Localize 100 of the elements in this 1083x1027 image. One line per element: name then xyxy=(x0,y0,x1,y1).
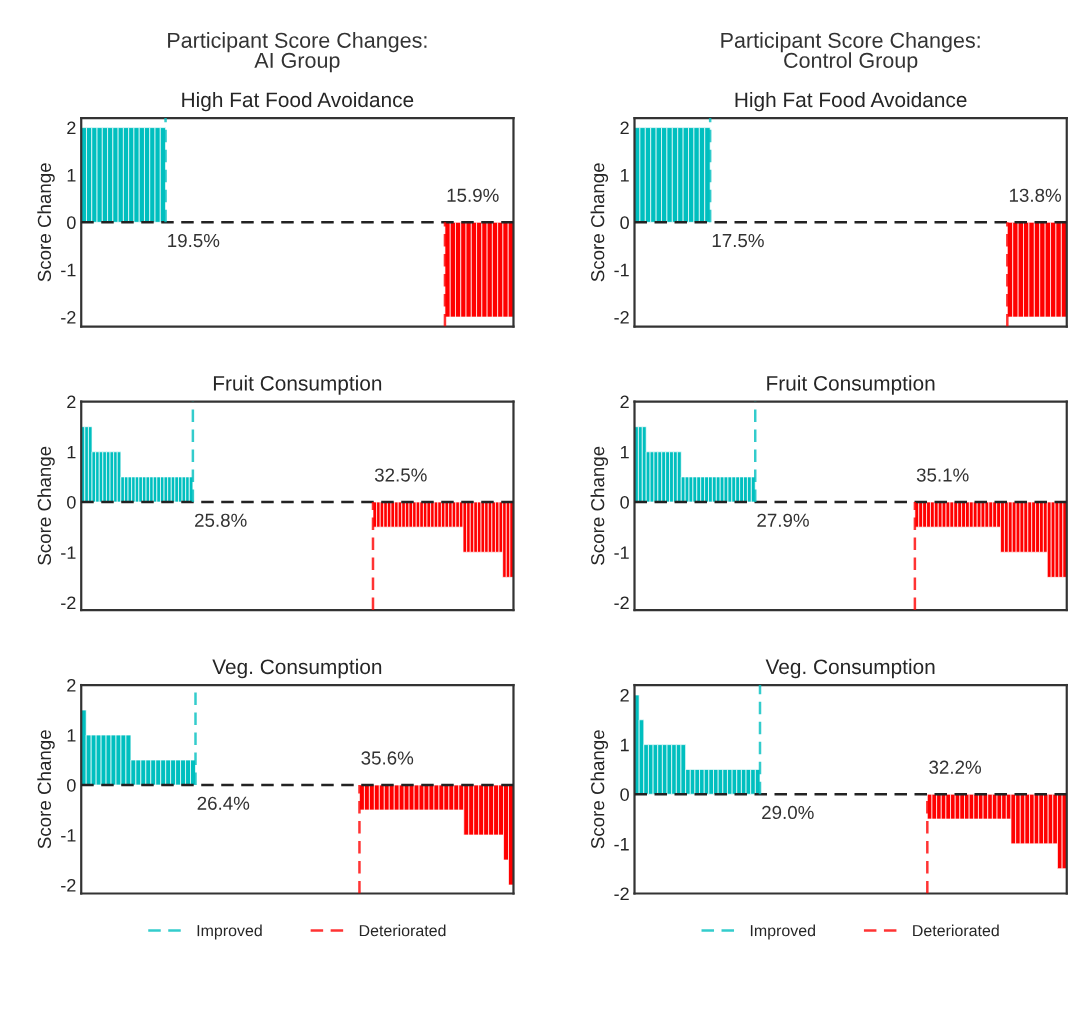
bar xyxy=(931,793,937,820)
y-tick-label: 0 xyxy=(620,495,629,509)
bar xyxy=(491,501,496,553)
bar xyxy=(727,476,733,503)
y-tick-label: -2 xyxy=(61,596,76,610)
bar xyxy=(174,476,179,503)
y-tick-label: -1 xyxy=(61,263,76,277)
bar xyxy=(412,501,417,528)
y-axis-title: Score Change xyxy=(37,446,55,565)
bar xyxy=(708,769,714,795)
y-tick-label: 0 xyxy=(67,495,76,509)
bar xyxy=(973,793,979,820)
chart-title: Fruit Consumption xyxy=(213,375,382,395)
y-tick-label: 1 xyxy=(620,738,629,752)
bar xyxy=(401,501,406,528)
bar xyxy=(949,501,955,528)
bar xyxy=(1024,793,1030,845)
bar xyxy=(731,476,737,503)
legend-label: Deteriorated xyxy=(913,924,999,937)
y-tick-label: -1 xyxy=(614,263,629,277)
bar xyxy=(694,769,700,795)
annotation: 35.1% xyxy=(916,468,969,482)
bar xyxy=(988,501,994,528)
bar xyxy=(145,476,151,503)
bar xyxy=(680,744,686,795)
y-tick-label: -2 xyxy=(61,311,76,324)
bar xyxy=(666,744,673,795)
legend-label: Improved xyxy=(197,924,262,940)
y-tick-label: -2 xyxy=(614,311,629,324)
chart-title: Veg. Consumption xyxy=(765,658,935,679)
annotation: 25.8% xyxy=(195,513,247,527)
annotation: 29.0% xyxy=(762,805,814,820)
bar xyxy=(149,476,154,503)
y-tick-label: 2 xyxy=(67,678,76,692)
y-axis-title: Score Change xyxy=(590,163,609,282)
bar xyxy=(156,476,161,503)
bar xyxy=(430,501,435,528)
bar xyxy=(712,476,717,503)
y-tick-label: 1 xyxy=(67,445,76,459)
bar xyxy=(747,476,752,503)
bar xyxy=(996,793,1003,820)
bar xyxy=(745,769,752,795)
bar xyxy=(484,501,489,553)
bar xyxy=(376,501,381,528)
bar xyxy=(731,769,738,795)
y-tick-label: 2 xyxy=(620,121,629,135)
chart-title: Participant Score Changes: AI Group xyxy=(168,32,427,73)
y-tick-label: 0 xyxy=(67,216,76,230)
y-tick-label: 1 xyxy=(67,169,76,182)
annotation: 32.5% xyxy=(374,468,427,482)
bar xyxy=(383,501,388,528)
annotation: 32.2% xyxy=(929,760,982,774)
y-axis-title: Score Change xyxy=(590,730,609,849)
bar xyxy=(1061,793,1067,870)
y-tick-label: 2 xyxy=(67,395,76,409)
y-tick-label: -2 xyxy=(614,596,629,610)
bar xyxy=(138,476,143,503)
chart-subtitle: High Fat Food Avoidance xyxy=(182,91,414,112)
bar xyxy=(473,501,478,553)
y-tick-label: -2 xyxy=(614,887,629,901)
legend-label: Deteriorated xyxy=(359,924,446,937)
bar xyxy=(466,501,471,553)
y-tick-label: -1 xyxy=(61,546,76,559)
bar xyxy=(692,476,698,503)
bar xyxy=(181,476,187,503)
bar xyxy=(969,501,974,528)
bar xyxy=(676,451,682,503)
y-tick-label: 1 xyxy=(620,445,629,459)
bar xyxy=(185,476,190,503)
chart-subtitle: High Fat Food Avoidance xyxy=(735,91,967,112)
y-tick-label: 1 xyxy=(620,169,629,182)
y-tick-label: 2 xyxy=(620,688,629,702)
y-tick-label: 0 xyxy=(620,216,629,230)
bar xyxy=(992,501,998,528)
y-tick-label: -1 xyxy=(614,546,629,559)
chart-title: Veg. Consumption xyxy=(212,658,382,679)
bar xyxy=(480,501,486,553)
annotation: 19.5% xyxy=(168,233,220,248)
bar xyxy=(95,734,102,786)
y-tick-label: 2 xyxy=(620,395,629,409)
bar xyxy=(419,501,424,528)
bar xyxy=(1010,793,1016,845)
bar xyxy=(95,451,100,503)
bar xyxy=(131,476,136,503)
bar xyxy=(102,451,107,503)
bar xyxy=(945,793,951,820)
bar xyxy=(652,744,659,795)
annotation: 27.9% xyxy=(757,513,809,527)
bar xyxy=(1062,501,1067,578)
bar xyxy=(167,476,172,503)
bar xyxy=(641,426,647,503)
annotation: 35.6% xyxy=(361,751,414,765)
bar xyxy=(959,793,965,820)
bar xyxy=(448,501,453,528)
bar xyxy=(708,476,713,503)
y-tick-label: -1 xyxy=(614,837,629,851)
bar xyxy=(930,501,935,528)
annotation: 17.5% xyxy=(712,234,764,248)
y-tick-label: -2 xyxy=(61,878,76,892)
bar xyxy=(1038,793,1044,845)
